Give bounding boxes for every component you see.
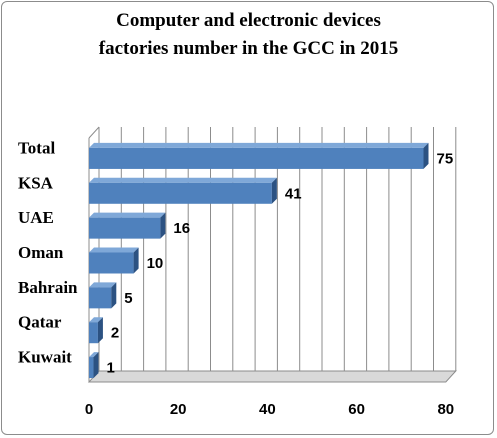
bar bbox=[89, 252, 134, 274]
bar-layer bbox=[89, 142, 429, 379]
x-tick-label: 40 bbox=[259, 401, 276, 418]
bar-top-face bbox=[89, 247, 139, 253]
axis-depth-line bbox=[88, 126, 100, 139]
bar bbox=[89, 182, 272, 204]
label-layer: 0 20 40 60 80 75 Total 41 KSA 16 UAE 10 Oman 5 Bahrain… bbox=[18, 138, 454, 418]
bar-side-face bbox=[423, 142, 429, 169]
bar-side-face bbox=[111, 282, 117, 309]
bar bbox=[89, 357, 94, 379]
x-tick-label: 80 bbox=[437, 401, 454, 418]
x-tick-label: 0 bbox=[85, 401, 93, 418]
bar bbox=[89, 322, 98, 344]
category-label: Total bbox=[18, 138, 55, 157]
x-tick-label: 20 bbox=[170, 401, 187, 418]
bar bbox=[89, 217, 161, 239]
bar-side-face bbox=[93, 352, 99, 379]
data-label: 41 bbox=[285, 185, 302, 202]
bar-side-face bbox=[160, 212, 166, 239]
bar-top-face bbox=[89, 212, 166, 218]
x-tick-label: 60 bbox=[348, 401, 365, 418]
chart-title-line-1: Computer and electronic devices bbox=[116, 10, 381, 31]
data-label: 16 bbox=[173, 220, 190, 237]
bar-top-face bbox=[89, 352, 99, 358]
data-label: 1 bbox=[106, 360, 114, 377]
bar-side-face bbox=[133, 247, 139, 274]
bar-side-face bbox=[97, 317, 103, 344]
chart-floor bbox=[87, 370, 457, 383]
chart-title-line-2: factories number in the GCC in 2015 bbox=[98, 38, 399, 59]
bar-top-face bbox=[89, 177, 277, 183]
bar-side-face bbox=[271, 177, 277, 204]
bar bbox=[89, 287, 112, 309]
bar-top-face bbox=[89, 317, 103, 323]
data-label: 75 bbox=[437, 150, 454, 167]
category-label: Kuwait bbox=[18, 348, 72, 367]
category-label: Qatar bbox=[18, 313, 62, 332]
data-label: 5 bbox=[124, 290, 132, 307]
bar-top-face bbox=[89, 282, 117, 288]
bar-top-face bbox=[89, 142, 429, 148]
data-label: 2 bbox=[111, 325, 119, 342]
data-label: 10 bbox=[147, 255, 164, 272]
category-label: Oman bbox=[18, 243, 64, 262]
category-label: Bahrain bbox=[18, 278, 78, 297]
bar bbox=[89, 147, 424, 169]
category-label: UAE bbox=[18, 208, 54, 227]
category-label: KSA bbox=[18, 173, 54, 192]
